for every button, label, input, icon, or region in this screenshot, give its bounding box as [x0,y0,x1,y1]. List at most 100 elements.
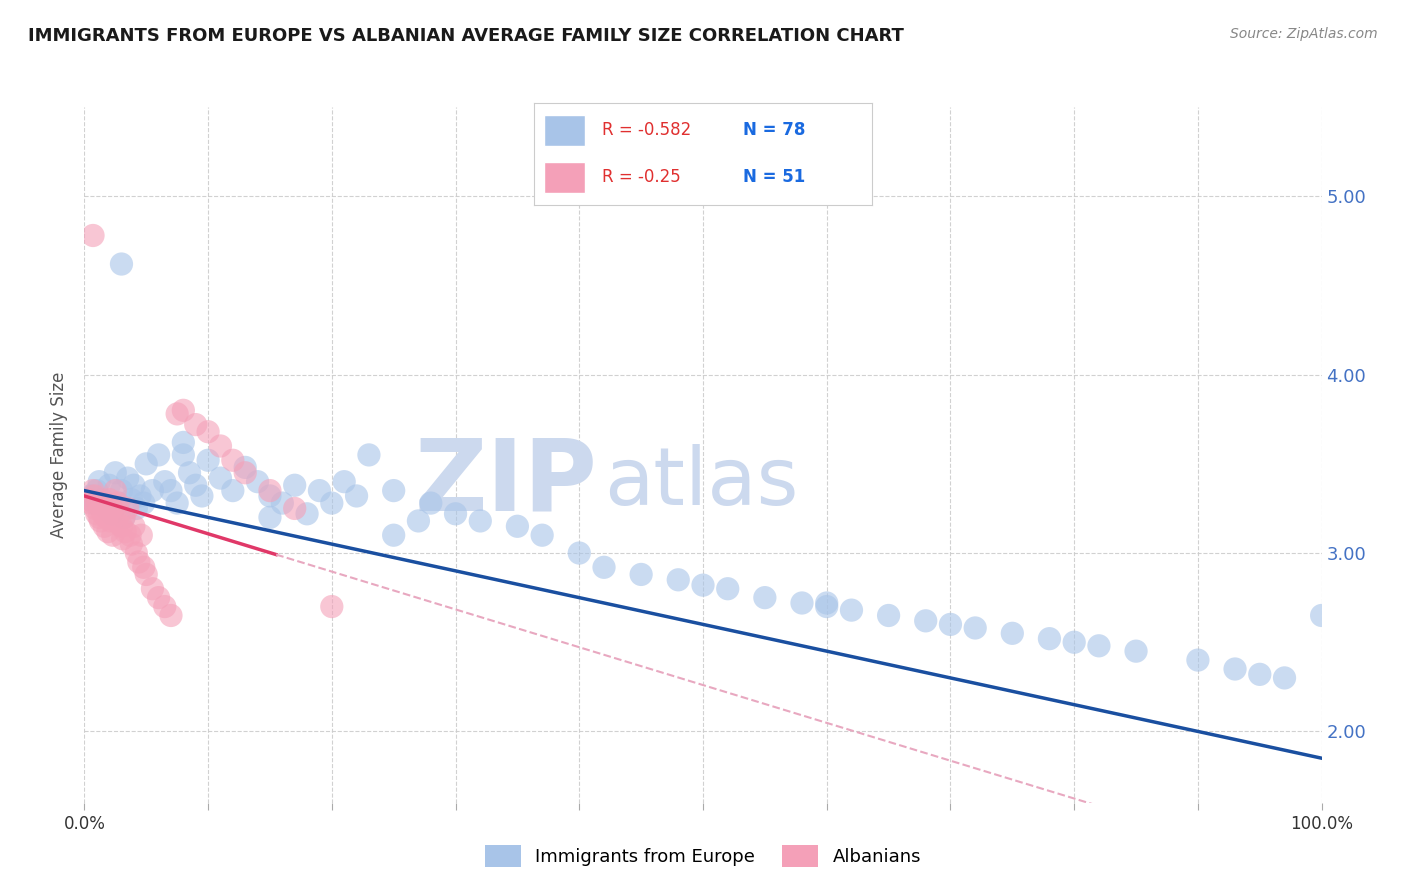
Point [104,466,127,480]
Point [97,524,120,539]
Point [408,514,430,528]
Point [531,528,554,542]
Point [108,496,131,510]
Point [101,528,124,542]
Point [148,448,170,462]
Point [120,492,142,507]
Point [197,425,219,439]
Point [128,555,150,569]
Point [506,519,529,533]
Point [148,591,170,605]
Point [135,567,157,582]
Point [1310,608,1333,623]
Point [153,475,176,489]
Point [568,546,591,560]
Point [209,439,232,453]
Point [470,514,492,528]
Point [166,407,188,421]
Point [100,501,122,516]
Text: R = -0.25: R = -0.25 [602,169,681,186]
Point [153,599,176,614]
Point [98,478,121,492]
Point [717,582,740,596]
Point [790,596,813,610]
Point [120,537,142,551]
Point [1249,667,1271,681]
Point [321,496,343,510]
Point [79,496,101,510]
Legend: Immigrants from Europe, Albanians: Immigrants from Europe, Albanians [478,838,928,874]
Text: N = 78: N = 78 [744,121,806,139]
Point [172,435,194,450]
Point [172,448,194,462]
Text: Source: ZipAtlas.com: Source: ZipAtlas.com [1230,27,1378,41]
Point [692,578,714,592]
Point [419,496,441,510]
Point [100,507,122,521]
Point [132,560,155,574]
Point [112,510,135,524]
Point [135,457,157,471]
Point [93,519,115,533]
Point [754,591,776,605]
Point [284,478,307,492]
Point [308,483,330,498]
Point [82,228,104,243]
Point [382,483,405,498]
Point [1001,626,1024,640]
Point [125,546,148,560]
Point [86,507,108,521]
Point [89,514,111,528]
Point [110,519,132,533]
Point [98,492,121,507]
Point [120,528,142,542]
Point [105,514,128,528]
Point [233,460,256,475]
Point [259,483,281,498]
Point [1125,644,1147,658]
Point [333,475,356,489]
Point [117,501,139,516]
Point [295,507,318,521]
Point [79,489,101,503]
Point [197,453,219,467]
Point [222,483,245,498]
Point [246,475,269,489]
Point [444,507,467,521]
Point [184,478,207,492]
Point [86,483,108,498]
Point [104,483,127,498]
Point [96,501,118,516]
Point [108,507,131,521]
Point [284,501,307,516]
Point [321,599,343,614]
Point [83,489,105,503]
Point [593,560,616,574]
Point [179,466,201,480]
Bar [544,115,585,145]
Point [965,621,987,635]
Point [83,496,105,510]
Point [77,492,100,507]
Point [91,492,114,507]
Point [117,471,139,485]
Point [132,496,155,510]
Point [111,532,134,546]
Point [87,496,110,510]
Text: atlas: atlas [605,443,799,522]
Point [259,510,281,524]
Point [630,567,652,582]
Text: ZIP: ZIP [415,434,598,532]
Point [98,514,121,528]
Point [129,489,152,503]
Point [160,608,183,623]
Point [815,599,838,614]
Point [1187,653,1209,667]
Point [110,257,132,271]
Point [141,582,163,596]
Point [939,617,962,632]
Point [259,489,281,503]
Point [1038,632,1060,646]
Point [877,608,900,623]
Point [82,483,104,498]
